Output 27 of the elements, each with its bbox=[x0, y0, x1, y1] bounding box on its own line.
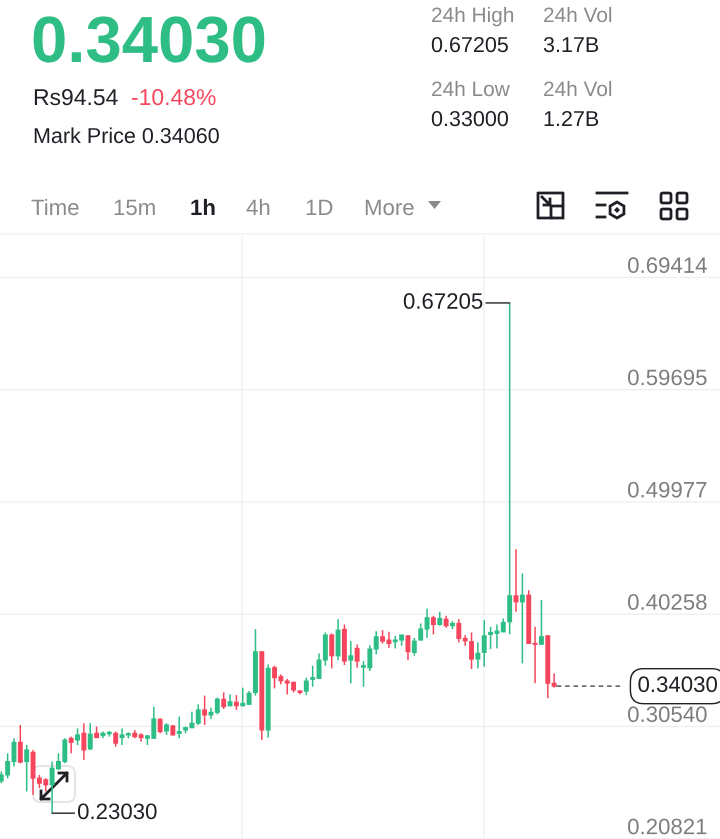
text: 15m bbox=[114, 200, 155, 216]
text: 1.27B bbox=[544, 110, 598, 126]
y-tick-label: 0.40258 bbox=[628, 594, 707, 610]
text: 4h bbox=[246, 198, 270, 215]
text: 24h High bbox=[432, 6, 514, 26]
text: 24h Vol bbox=[544, 6, 612, 22]
chart-title: 0.34030 bbox=[34, 16, 264, 63]
text: 24h Low bbox=[432, 80, 510, 96]
y-tick-label: 0.49977 bbox=[628, 482, 706, 498]
text: 1D bbox=[306, 200, 332, 215]
text: Rs94.54 bbox=[34, 89, 118, 106]
annotation: 0.67205 bbox=[404, 293, 482, 309]
text: Mark Price 0.34060 bbox=[34, 127, 219, 144]
text: Time bbox=[32, 198, 79, 216]
text: 1h bbox=[191, 198, 215, 215]
y-tick-label: 0.30540 bbox=[628, 706, 707, 722]
text: More bbox=[366, 200, 414, 216]
text: 3.17B bbox=[544, 36, 598, 52]
ref-line-label: 0.34030 bbox=[638, 676, 717, 692]
text: 0.67205 bbox=[432, 36, 508, 52]
text: -10.48% bbox=[132, 89, 216, 106]
text: 24h Vol bbox=[544, 80, 612, 96]
text: 0.33000 bbox=[432, 110, 508, 126]
y-tick-label: 0.20821 bbox=[628, 818, 706, 834]
y-tick-label: 0.69414 bbox=[628, 257, 707, 274]
annotation: 0.23030 bbox=[78, 803, 157, 820]
y-tick-label: 0.59695 bbox=[628, 370, 707, 386]
